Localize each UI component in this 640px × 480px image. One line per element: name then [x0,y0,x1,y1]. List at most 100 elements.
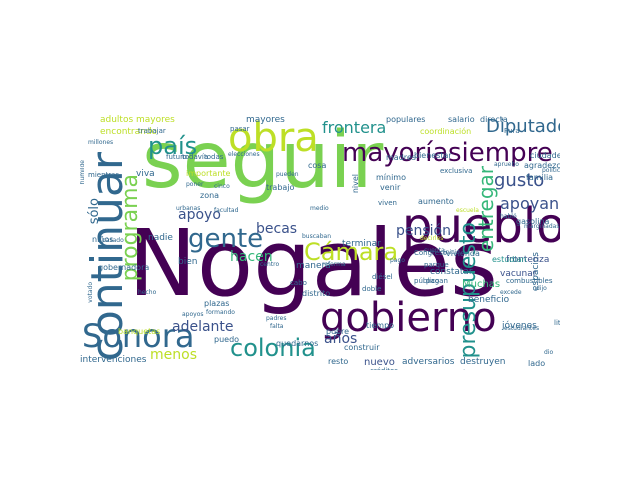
word: apoyos [182,311,204,318]
word: dijo [536,285,547,292]
word: colonia [230,334,316,362]
word: pasar [230,125,250,133]
word: menos [150,347,197,363]
word: directa [480,115,508,124]
word: becas [256,221,298,237]
word: combustibles [506,277,553,285]
word: pensión [396,223,451,239]
word: cosa [308,161,327,170]
word: centro [260,261,280,268]
word: construir [344,343,380,352]
word: créditos [370,368,398,371]
word: gobierno [320,295,497,341]
word: votado [87,282,94,303]
word: viva [136,169,155,179]
word: siempre [448,138,553,168]
word: entregar [474,166,498,253]
word: Pura [504,127,520,135]
word: destruyen [460,357,506,367]
word: beneficio [468,295,510,305]
word: años [324,331,358,347]
word: jóvenes [502,321,537,331]
word: todavía [182,153,209,161]
word: importante [186,169,231,178]
word: fronteriza [506,255,550,265]
word: parque [424,261,449,269]
word: cuenta [424,247,445,254]
word: gobernadora [98,263,150,272]
word: gusto [494,170,545,191]
word: constatar [430,267,473,277]
word: coordinación [420,127,472,136]
word: sólo [87,198,102,225]
word: intervenciones [80,355,147,365]
word: hecho [138,289,157,296]
word: bienestar [414,151,452,160]
word: estudian [492,255,527,264]
word: padres [266,315,287,322]
word: bien [178,257,198,267]
word: pueblo [402,198,560,254]
word: quedarnos [276,339,319,348]
word: escuela [456,207,479,214]
word: Congreso [414,249,448,257]
word: Sonora [82,317,195,355]
word: puedo [214,335,240,344]
word: plazas [204,299,230,308]
word: millones [88,139,114,146]
word: excede [500,289,522,296]
word: humilde [80,160,86,185]
word: falta [270,323,284,330]
word: exclusiva [440,167,473,175]
word: apruebo [494,161,519,168]
word: nivel [351,174,360,194]
word: obra [228,115,319,161]
word: agradezco [524,161,560,170]
word: vivienda [446,249,480,258]
word: salario [448,115,475,124]
word: marginadas [524,223,560,230]
word: madres [386,153,416,162]
word: dio [544,349,554,356]
word: trabajar [138,127,166,135]
word: terminar [342,239,381,249]
word: doble [362,285,382,293]
word: adelante [172,319,234,335]
word: familia [526,173,554,182]
word: mínimo [376,173,406,182]
word: apoyando [500,194,560,213]
word: pagan [426,277,448,285]
word: habló [500,213,517,220]
word: adultos mayores [100,115,175,125]
word: público [414,277,440,285]
word: manera [296,261,331,271]
word: encontrando [100,127,158,137]
word: política [542,167,560,174]
word: Diputados [486,116,560,137]
word: facultad [214,207,239,214]
word: apoyo [178,207,221,223]
word: gasolina [516,217,550,226]
word: mientras [88,171,120,179]
word-cloud: Nogales seguir pueblo continuar obra mayoría s… [80,110,560,370]
word: viven [378,199,397,207]
word: cabo [290,279,307,287]
word: seguir [142,116,384,206]
word: estudiantes [504,325,540,332]
word: tiempo [366,321,395,330]
word: país [148,132,198,160]
word: litro [554,319,560,327]
word: aumento [418,197,454,206]
word: mayoría [342,138,449,168]
word: banquetas [118,327,161,336]
word: Nogales [128,210,498,317]
word: Cámara [304,238,399,266]
word: frontera [322,118,387,137]
word: poner [186,181,204,188]
word: decirles [420,235,444,242]
word: niños [92,235,114,244]
word: pasado [102,237,124,244]
word: adversarios [402,357,455,367]
word: ciudades [530,151,560,160]
